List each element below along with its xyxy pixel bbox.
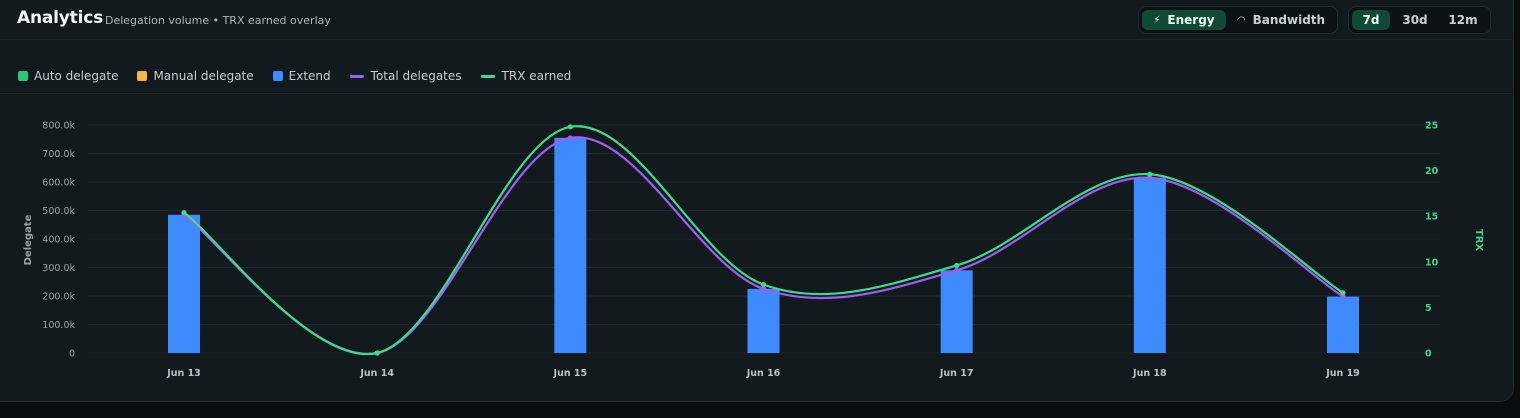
- x-tick-label: Jun 14: [359, 368, 394, 379]
- legend-item-manual-delegate[interactable]: Manual delegate: [137, 69, 254, 83]
- bandwidth-tab-label: Bandwidth: [1252, 13, 1326, 27]
- delegation-chart: 0 100.0k 200.0k 300.0k 400.0k 500.0k 600.0k 700…: [23, 121, 1484, 380]
- y-right-tick-label: 10: [1425, 257, 1439, 268]
- page-title: Analytics: [17, 8, 103, 28]
- point-trx-earned: [374, 350, 380, 356]
- energy-tab-label: Energy: [1167, 13, 1215, 27]
- y-right-axis-title: TRX: [1473, 229, 1484, 252]
- y-tick-label: 800.0k: [42, 121, 75, 132]
- y-right-tick-label: 0: [1425, 349, 1432, 360]
- y-tick-label: 400.0k: [42, 235, 75, 246]
- range-toggle: 7d 30d 12m: [1348, 6, 1491, 34]
- range-30d-label: 30d: [1402, 13, 1428, 27]
- y-right-tick-label: 20: [1425, 166, 1439, 177]
- point-total-delegates: [567, 135, 573, 141]
- y-tick-label: 500.0k: [42, 206, 75, 217]
- bandwidth-tab[interactable]: ◠ Bandwidth: [1229, 10, 1333, 30]
- range-7d-button[interactable]: 7d: [1352, 10, 1390, 30]
- analytics-card: Analytics Delegation volume • TRX earned…: [0, 0, 1514, 402]
- point-trx-earned: [1147, 171, 1153, 177]
- header-divider: [0, 39, 1514, 40]
- legend-swatch: [349, 74, 364, 78]
- x-tick-label: Jun 13: [166, 368, 201, 379]
- bar-extend: [168, 214, 200, 353]
- y-right-tick-label: 25: [1425, 121, 1438, 132]
- x-tick-label: Jun 19: [1325, 368, 1360, 379]
- energy-tab[interactable]: ⚡ Energy: [1142, 10, 1226, 30]
- point-total-delegates: [760, 286, 767, 292]
- point-trx-earned: [760, 282, 767, 288]
- x-tick-label: Jun 15: [553, 368, 588, 379]
- y-right-tick-label: 5: [1425, 303, 1432, 314]
- legend-swatch: [272, 71, 283, 81]
- chart-legend: Auto delegate Manual delegate Extend Tot…: [18, 68, 590, 84]
- y-tick-label: 300.0k: [42, 263, 75, 274]
- point-trx-earned: [1340, 290, 1346, 296]
- gauge-icon: ◠: [1236, 14, 1246, 26]
- x-tick-label: Jun 18: [1132, 368, 1167, 379]
- point-trx-earned: [954, 262, 960, 269]
- bar-extend: [747, 288, 780, 353]
- y-tick-label: 200.0k: [42, 292, 75, 303]
- legend-swatch: [137, 71, 148, 81]
- page-subtitle: Delegation volume • TRX earned overlay: [105, 14, 331, 27]
- point-trx-earned: [567, 124, 573, 130]
- legend-label: Manual delegate: [153, 69, 254, 83]
- point-trx-earned: [181, 209, 187, 216]
- y-axis-title: Delegate: [23, 214, 34, 265]
- legend-divider: [0, 93, 1514, 94]
- legend-swatch: [480, 74, 495, 78]
- point-total-delegates: [1340, 293, 1346, 300]
- legend-label: Total delegates: [370, 69, 462, 83]
- x-tick-label: Jun 16: [746, 368, 781, 379]
- legend-item-total-delegates[interactable]: Total delegates: [349, 69, 462, 83]
- legend-item-auto-delegate[interactable]: Auto delegate: [18, 69, 118, 83]
- range-30d-button[interactable]: 30d: [1393, 10, 1437, 30]
- y-tick-label: 600.0k: [42, 178, 75, 189]
- bar-extend: [1133, 177, 1166, 353]
- bar-extend: [554, 137, 587, 353]
- legend-label: Auto delegate: [34, 69, 119, 83]
- legend-label: TRX earned: [501, 69, 572, 83]
- legend-swatch: [18, 71, 28, 81]
- y-tick-label: 0: [69, 349, 75, 360]
- range-7d-label: 7d: [1362, 13, 1380, 27]
- y-right-tick-label: 15: [1425, 212, 1438, 223]
- metric-toggle: ⚡ Energy ◠ Bandwidth: [1138, 6, 1338, 34]
- y-tick-label: 700.0k: [42, 149, 75, 160]
- point-total-delegates: [954, 267, 960, 273]
- legend-item-extend[interactable]: Extend: [272, 69, 331, 83]
- range-12m-label: 12m: [1448, 13, 1478, 27]
- range-12m-button[interactable]: 12m: [1441, 10, 1485, 30]
- bar-extend: [1327, 296, 1359, 353]
- bolt-icon: ⚡: [1153, 14, 1161, 26]
- x-tick-label: Jun 17: [939, 368, 974, 379]
- bar-extend: [940, 270, 973, 353]
- legend-item-trx-earned[interactable]: TRX earned: [480, 69, 572, 83]
- legend-label: Extend: [288, 69, 331, 83]
- y-tick-label: 100.0k: [42, 320, 75, 331]
